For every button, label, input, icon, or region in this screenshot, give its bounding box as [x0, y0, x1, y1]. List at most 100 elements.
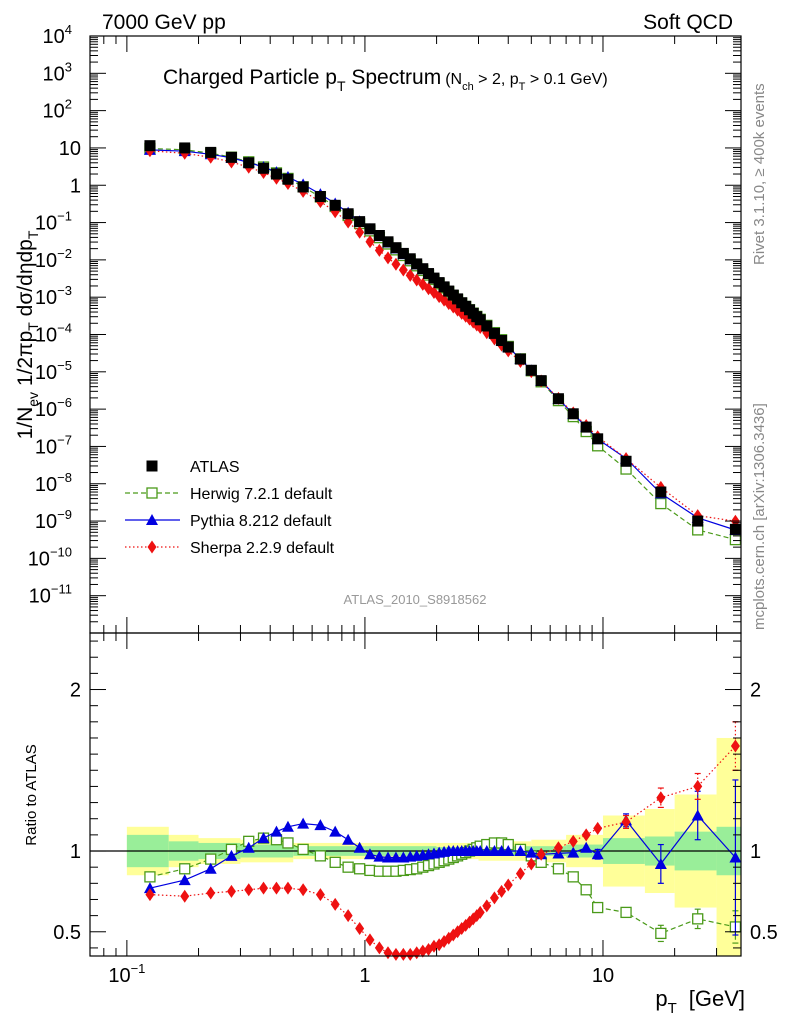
herwig-point [655, 497, 667, 510]
sherpa-ratio-point [489, 891, 499, 905]
lower-frame [89, 632, 742, 957]
sherpa-ratio-point [621, 815, 631, 829]
lower-y-ticks: 0.5 0.5 1 1 2 2 [53, 640, 778, 949]
upper-y-tick-label: 10−4 [35, 321, 72, 347]
upper-y-tick-label: 10−2 [35, 246, 72, 272]
herwig-ratio-point [567, 871, 579, 883]
upper-y-ticks: 10410310210110−110−210−310−410−510−610−7… [28, 22, 741, 634]
sherpa-ratio-point [568, 834, 578, 848]
sherpa-ratio-point [206, 886, 216, 900]
atlas-point [314, 190, 326, 202]
atlas-point [179, 142, 191, 154]
sherpa-ratio-point [515, 867, 525, 881]
atlas-point [342, 208, 354, 220]
herwig-ratio-point [297, 843, 309, 856]
lower-y-tick-label-right: 0.5 [750, 922, 778, 944]
sherpa-point [405, 268, 415, 282]
legend-atlas-label: ATLAS [190, 459, 240, 476]
herwig-ratio-point [580, 884, 592, 896]
pythia-ratio-point [342, 833, 355, 845]
sherpa-ratio-point [730, 739, 740, 753]
atlas-point [481, 320, 493, 332]
upper-y-tick-label: 102 [43, 97, 72, 123]
sherpa-ratio-point [315, 888, 325, 902]
atlas-point [373, 230, 385, 242]
pythia-ratio-point [363, 848, 376, 860]
sherpa-ratio-point [383, 946, 393, 960]
lower-panel: 0.5 0.5 1 1 2 2 10−1 1 10 Ratio to ATLAS pT [GeV… [23, 632, 778, 1017]
atlas-point [411, 258, 423, 270]
sherpa-ratio-point [656, 791, 666, 805]
lower-y-tick-label: 2 [70, 680, 81, 702]
sherpa-ratio-point [259, 881, 269, 895]
atlas-point [364, 223, 376, 235]
legend-sherpa-marker [147, 540, 157, 554]
atlas-point [692, 515, 704, 527]
pythia-ratio-point [204, 862, 217, 874]
herwig-ratio-point [552, 863, 565, 875]
herwig-ratio-point [342, 861, 354, 873]
pythia-ratio-point [242, 841, 255, 853]
atlas-point [535, 375, 547, 387]
atlas-point [525, 364, 537, 376]
atlas-point [282, 173, 294, 185]
atlas-point [620, 455, 632, 467]
lower-y-tick-label-right: 2 [750, 680, 761, 702]
header-right: Soft QCD [643, 11, 733, 34]
atlas-point [243, 157, 255, 169]
sherpa-ratio-point [180, 889, 190, 903]
herwig-ratio-point [282, 837, 294, 849]
pythia-ratio-point [580, 841, 593, 853]
atlas-point [488, 327, 500, 339]
lower-y-tick-label: 1 [70, 841, 81, 863]
herwig-ratio-point [353, 863, 366, 875]
lower-marks [143, 721, 742, 961]
atlas-point [655, 486, 667, 498]
pythia-ratio-point [314, 819, 327, 831]
legend: ATLAS Herwig 7.2.1 default Pythia 8.212 de… [125, 459, 335, 557]
sherpa-ratio-point [503, 878, 513, 892]
x-tick-label: 10 [592, 965, 614, 987]
side-rivet-label: Rivet 3.1.10, ≥ 400k events [751, 83, 768, 265]
upper-y-tick-label: 10−3 [35, 283, 72, 309]
pythia-ratio-point [143, 882, 156, 894]
sherpa-ratio-point [374, 941, 384, 955]
pythia-ratio-point [654, 857, 667, 869]
legend-sherpa-label: Sherpa 2.2.9 default [190, 540, 335, 557]
herwig-ratio-point [329, 856, 341, 868]
herwig-ratio-point [692, 913, 704, 925]
pythia-ratio-point [270, 825, 283, 837]
pythia-ratio-point [691, 809, 704, 821]
sherpa-ratio-point [343, 909, 353, 923]
herwig-ratio-point [364, 864, 376, 877]
sherpa-ratio-point [482, 899, 492, 913]
upper-panel: 10410310210110−110−210−310−410−510−610−7… [14, 22, 742, 634]
atlas-point [390, 242, 402, 254]
atlas-point [552, 393, 564, 405]
herwig-ratio-point [314, 850, 327, 862]
legend-herwig-label: Herwig 7.2.1 default [190, 486, 333, 503]
sherpa-ratio-point [145, 888, 155, 902]
upper-x-ticks [89, 36, 718, 633]
sherpa-point [355, 225, 365, 239]
atlas-point [225, 151, 237, 163]
pythia-ratio-point [373, 850, 386, 862]
atlas-point [144, 140, 156, 152]
herwig-ratio-point [179, 863, 191, 875]
sherpa-ratio-point [271, 881, 281, 895]
upper-y-label: 1/Nev 1/2πpT dσ/dηdpT [14, 230, 41, 439]
pythia-ratio-point [257, 832, 270, 844]
pythia-ratio-point [329, 825, 342, 837]
herwig-ratio-point [655, 927, 667, 940]
sherpa-ratio-point [581, 828, 591, 842]
sherpa-ratio-point [330, 897, 340, 911]
atlas-point [417, 263, 429, 275]
pythia-ratio-point [514, 845, 527, 857]
sherpa-ratio-point [693, 779, 703, 793]
x-tick-label: 10−1 [108, 961, 145, 987]
pythia-ratio-point [525, 846, 538, 858]
analysis-label: ATLAS_2010_S8918562 [344, 592, 487, 607]
upper-y-tick-label: 103 [43, 59, 72, 85]
legend-pythia-marker [146, 514, 158, 525]
